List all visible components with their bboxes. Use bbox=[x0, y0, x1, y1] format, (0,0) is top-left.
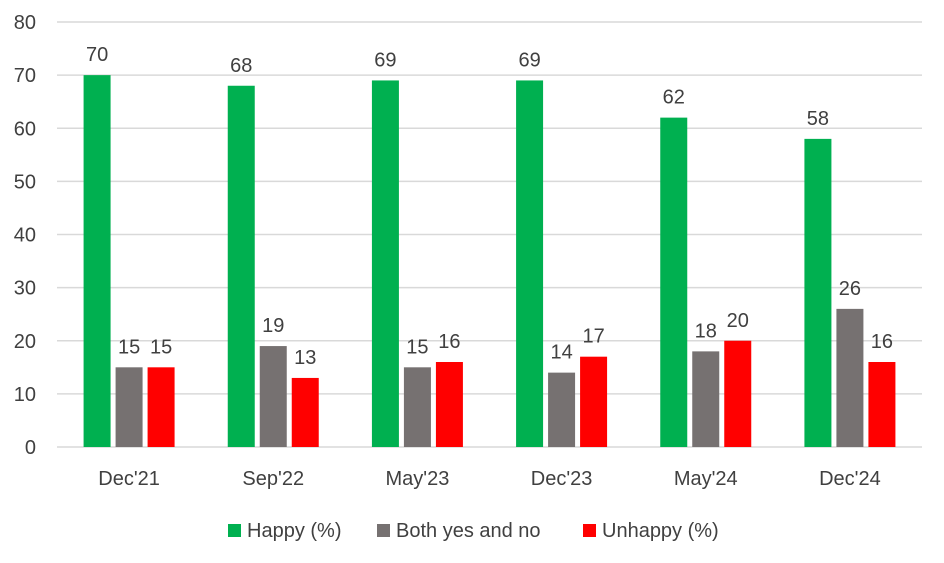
data-label-1-3: 14 bbox=[550, 342, 572, 364]
y-tick-label-40: 40 bbox=[14, 225, 36, 247]
y-tick-label-20: 20 bbox=[14, 331, 36, 353]
y-tick-label-50: 50 bbox=[14, 171, 36, 193]
data-label-2-1: 13 bbox=[294, 347, 316, 369]
data-label-1-0: 15 bbox=[118, 336, 140, 358]
x-tick-label-5: Dec'24 bbox=[819, 468, 881, 490]
data-labels: 70 15 15 68 19 13 69 15 16 69 14 17 62 18 20 58 26 16 bbox=[86, 44, 893, 369]
data-label-0-1: 68 bbox=[230, 55, 252, 77]
data-label-0-4: 62 bbox=[663, 87, 685, 109]
x-tick-label-0: Dec'21 bbox=[98, 468, 160, 490]
data-label-0-5: 58 bbox=[807, 108, 829, 130]
x-tick-label-2: May'23 bbox=[385, 468, 449, 490]
bar-unhappy-0 bbox=[147, 367, 175, 447]
bar-both-yes-and-no-0 bbox=[115, 367, 143, 447]
data-label-0-0: 70 bbox=[86, 44, 108, 66]
x-tick-label-1: Sep'22 bbox=[242, 468, 304, 490]
y-tick-label-10: 10 bbox=[14, 384, 36, 406]
data-label-1-1: 19 bbox=[262, 315, 284, 337]
y-axis: 0 10 20 30 40 50 60 70 80 bbox=[14, 12, 922, 459]
bar-unhappy-5 bbox=[868, 362, 896, 447]
bar-both-yes-and-no-5 bbox=[836, 308, 864, 447]
x-tick-label-3: Dec'23 bbox=[531, 468, 593, 490]
bar-unhappy-1 bbox=[291, 377, 319, 447]
y-tick-label-70: 70 bbox=[14, 65, 36, 87]
bar-unhappy-2 bbox=[435, 362, 463, 447]
bar-happy-5 bbox=[804, 138, 832, 447]
y-tick-label-0: 0 bbox=[25, 437, 36, 459]
bar-happy-3 bbox=[516, 80, 544, 447]
bar-both-yes-and-no-4 bbox=[692, 351, 720, 447]
data-label-2-2: 16 bbox=[438, 331, 460, 353]
gridlines bbox=[57, 21, 922, 395]
bar-happy-4 bbox=[660, 117, 688, 447]
y-tick-label-60: 60 bbox=[14, 118, 36, 140]
data-label-2-3: 17 bbox=[582, 326, 604, 348]
bar-both-yes-and-no-1 bbox=[259, 346, 287, 447]
data-label-0-3: 69 bbox=[518, 49, 540, 71]
bar-unhappy-3 bbox=[580, 356, 608, 447]
bar-both-yes-and-no-3 bbox=[548, 372, 576, 447]
data-label-1-5: 26 bbox=[839, 278, 861, 300]
legend-label-1: Both yes and no bbox=[396, 520, 541, 542]
data-label-1-2: 15 bbox=[406, 336, 428, 358]
legend-swatch-0 bbox=[228, 524, 241, 537]
data-label-0-2: 69 bbox=[374, 49, 396, 71]
legend-swatch-1 bbox=[377, 524, 390, 537]
data-label-1-4: 18 bbox=[695, 320, 717, 342]
bar-happy-0 bbox=[83, 75, 111, 447]
y-tick-label-30: 30 bbox=[14, 278, 36, 300]
legend-label-2: Unhappy (%) bbox=[602, 520, 719, 542]
bar-happy-1 bbox=[227, 85, 255, 447]
data-label-2-4: 20 bbox=[727, 310, 749, 332]
legend: Happy (%) Both yes and no Unhappy (%) bbox=[228, 520, 719, 542]
bars bbox=[83, 75, 896, 447]
data-label-2-0: 15 bbox=[150, 336, 172, 358]
x-axis: Dec'21 Sep'22 May'23 Dec'23 May'24 Dec'24 bbox=[98, 468, 880, 490]
bar-both-yes-and-no-2 bbox=[403, 367, 431, 447]
legend-label-0: Happy (%) bbox=[247, 520, 341, 542]
bar-happy-2 bbox=[371, 80, 399, 447]
y-tick-label-80: 80 bbox=[14, 12, 36, 34]
bar-unhappy-4 bbox=[724, 340, 752, 447]
x-tick-label-4: May'24 bbox=[674, 468, 738, 490]
data-label-2-5: 16 bbox=[871, 331, 893, 353]
legend-swatch-2 bbox=[583, 524, 596, 537]
